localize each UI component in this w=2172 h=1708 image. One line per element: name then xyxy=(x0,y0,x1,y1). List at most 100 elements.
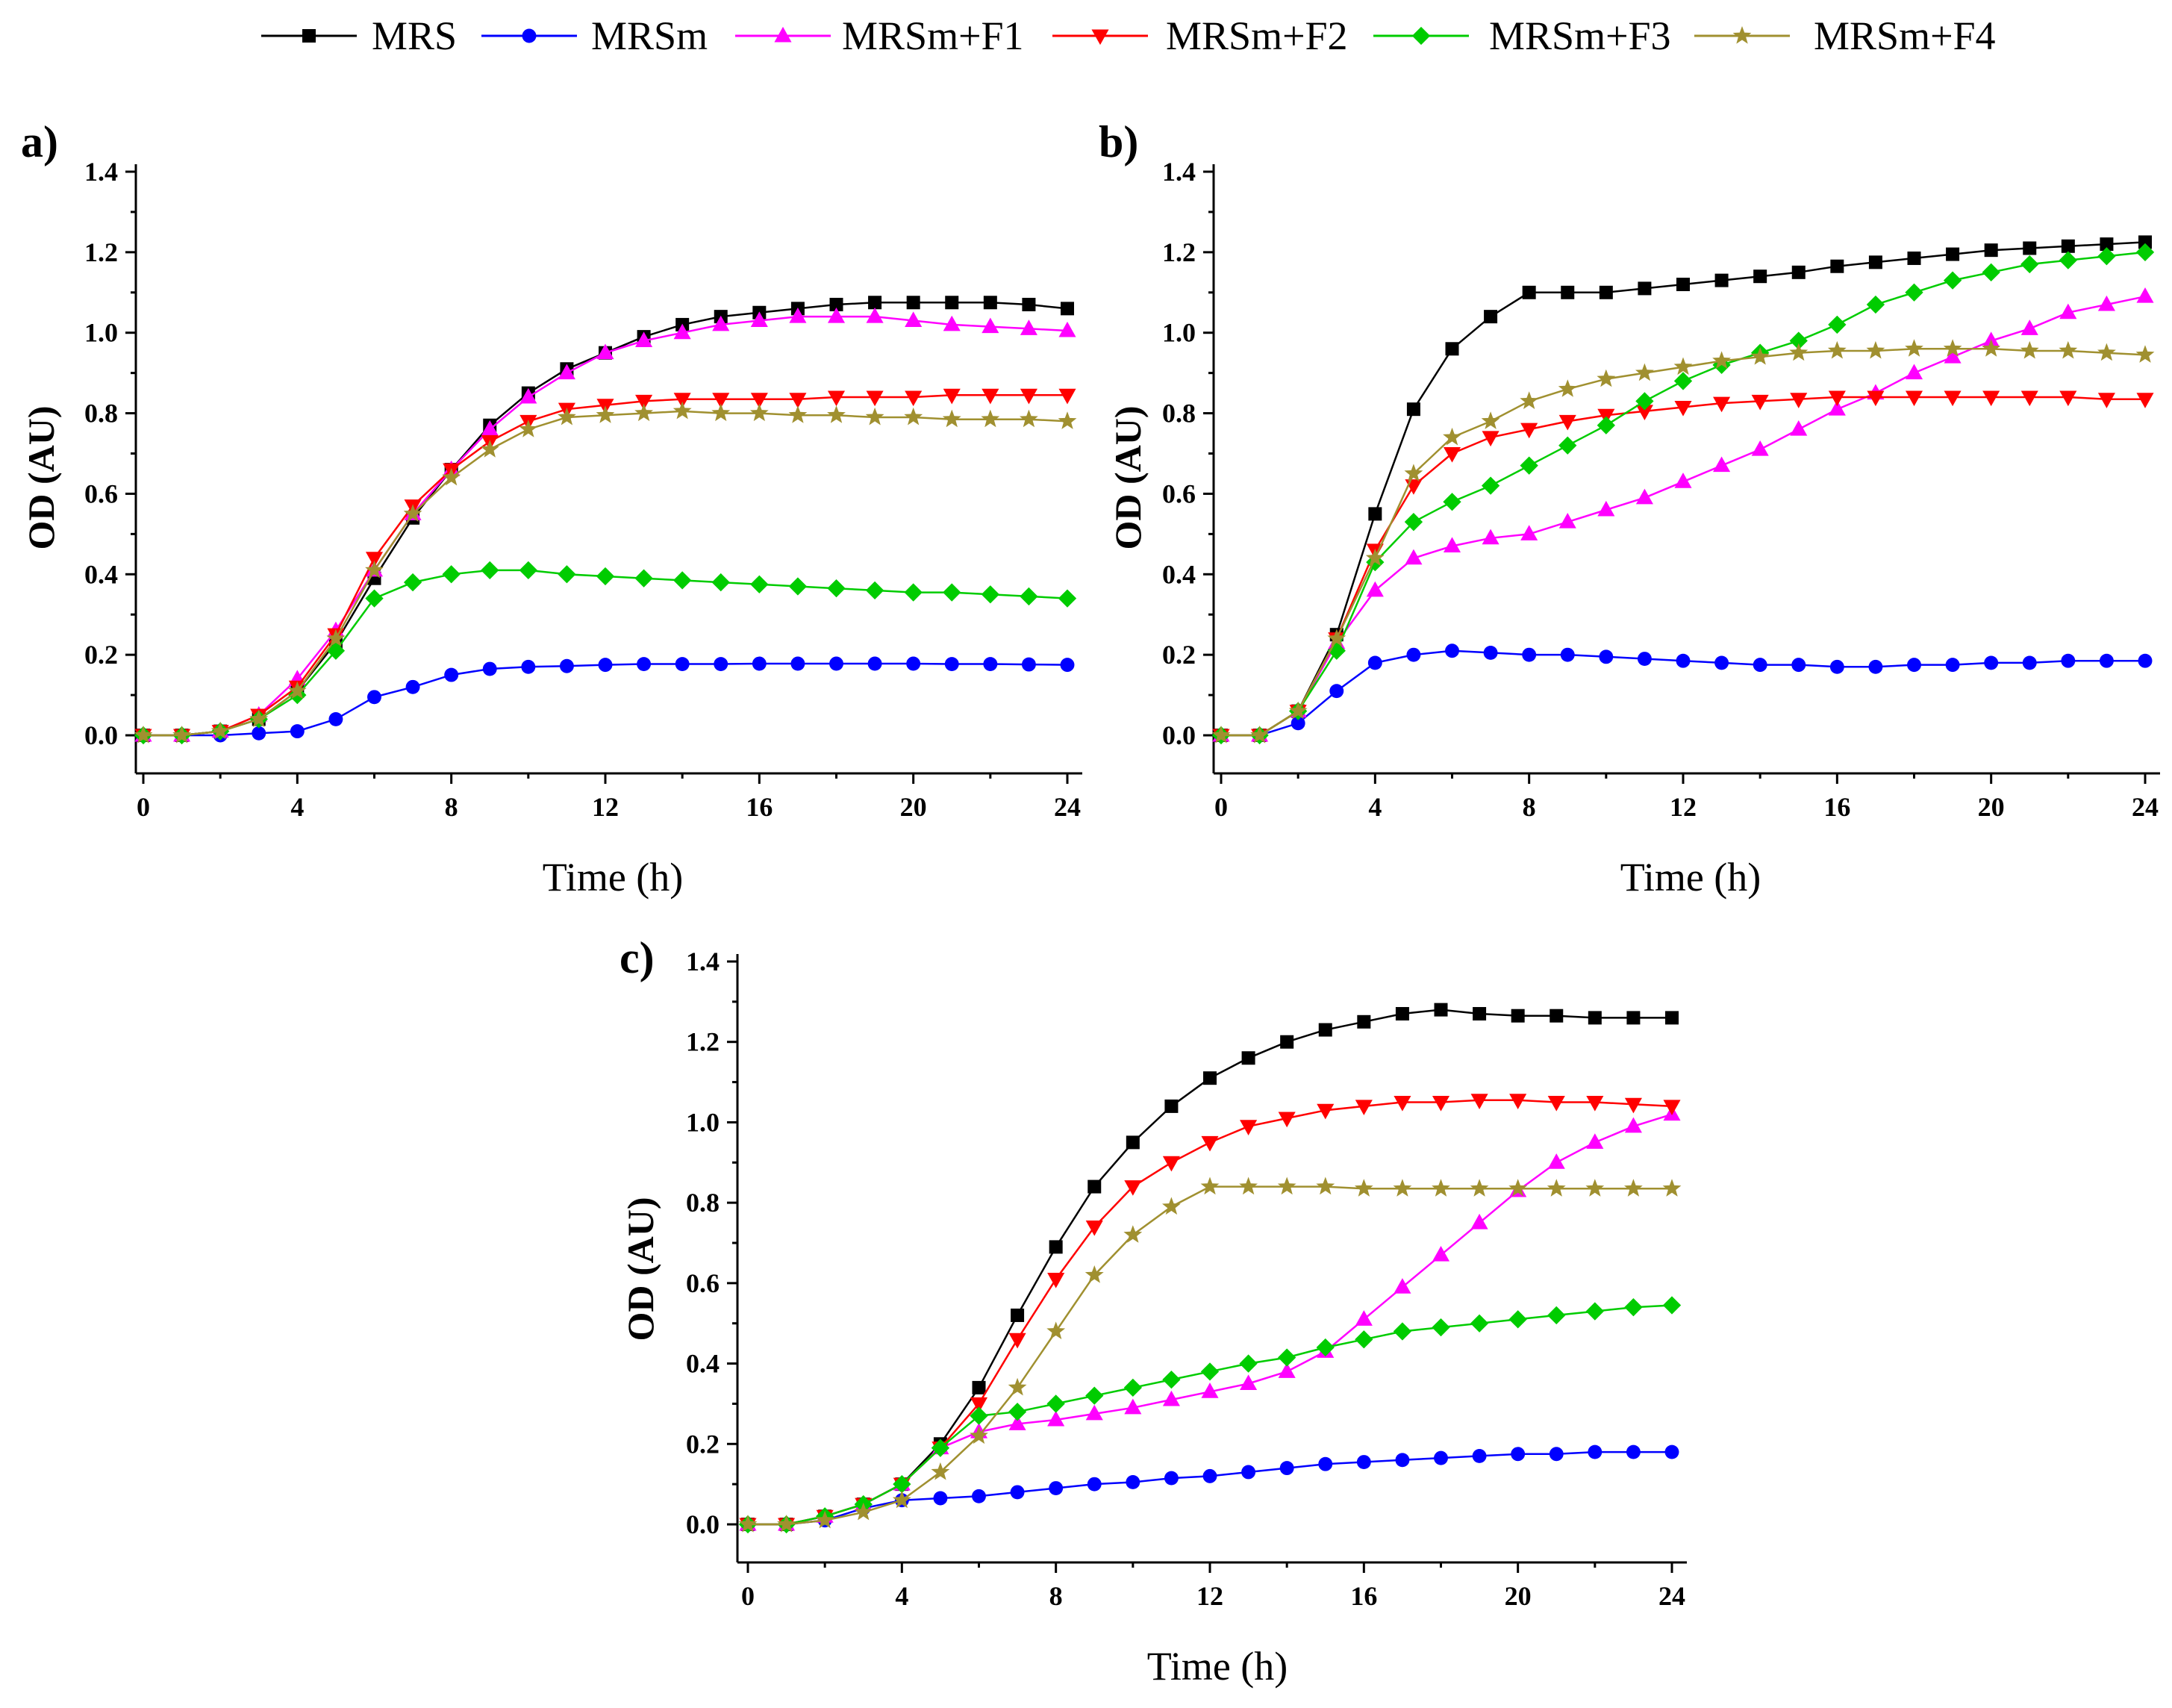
data-point xyxy=(1085,1404,1103,1421)
x-tick-label: 16 xyxy=(1350,1581,1377,1611)
data-point xyxy=(1473,1007,1487,1021)
data-point xyxy=(634,403,653,422)
y-tick-label: 0.2 xyxy=(84,640,118,670)
data-point xyxy=(1558,513,1576,529)
data-point xyxy=(2022,655,2037,670)
data-point xyxy=(945,296,959,310)
legend-item-mrsm-plus-f1: MRSm+F1 xyxy=(735,13,1024,58)
data-point xyxy=(942,409,961,428)
series-mrsm-plus-f3 xyxy=(134,561,1077,745)
data-point xyxy=(943,315,961,331)
data-point xyxy=(1443,493,1461,511)
data-point xyxy=(750,575,769,593)
data-point xyxy=(983,657,998,671)
y-tick-label: 0.8 xyxy=(1162,399,1196,428)
data-point xyxy=(1520,456,1538,475)
data-point xyxy=(1470,1179,1489,1197)
data-point xyxy=(1355,1100,1373,1116)
data-point xyxy=(1509,1094,1527,1109)
data-point xyxy=(1046,1321,1066,1339)
data-point xyxy=(1020,587,1038,606)
data-point xyxy=(1866,295,1885,314)
data-point xyxy=(1674,473,1692,488)
data-point xyxy=(1008,1333,1026,1349)
y-tick-label: 0.0 xyxy=(84,720,118,750)
data-point xyxy=(1984,655,1999,670)
data-point xyxy=(1434,1450,1448,1465)
data-point xyxy=(1087,1477,1102,1492)
data-point xyxy=(1162,1197,1181,1215)
y-tick-label: 0.4 xyxy=(84,559,118,589)
data-point xyxy=(1547,1306,1566,1325)
data-point xyxy=(1550,1009,1564,1023)
data-point xyxy=(519,420,538,437)
data-point xyxy=(444,667,459,682)
data-point xyxy=(1547,1095,1565,1112)
data-point xyxy=(868,296,882,310)
data-point xyxy=(788,405,808,423)
data-point xyxy=(249,709,269,727)
data-point xyxy=(829,297,843,311)
data-point xyxy=(1200,1176,1220,1195)
legend-item-mrsm-plus-f4: MRSm+F4 xyxy=(1694,13,1996,58)
legend-item-mrsm-plus-f2: MRSm+F2 xyxy=(1052,13,1348,58)
data-point xyxy=(1085,1220,1103,1236)
data-point xyxy=(1520,391,1539,409)
data-point xyxy=(1624,1298,1643,1317)
data-point xyxy=(1470,1094,1488,1109)
data-point xyxy=(1597,500,1615,517)
data-point xyxy=(1624,1097,1642,1114)
data-point xyxy=(1789,343,1809,361)
data-point xyxy=(1211,726,1231,744)
data-point xyxy=(1907,658,1921,673)
data-point xyxy=(893,1474,911,1494)
data-point xyxy=(790,656,805,671)
data-point xyxy=(2135,243,2155,262)
data-point xyxy=(1087,1179,1102,1194)
data-point xyxy=(1520,423,1538,439)
data-point xyxy=(789,307,807,323)
data-point xyxy=(1470,1314,1489,1333)
data-point xyxy=(2097,393,2115,408)
data-point xyxy=(1432,1179,1450,1197)
panel-c: c) 0.0 0.2 0.4 0.6 0.8 1.0 1.2 1.4 0 4 8 12 16 20 24 Tim… xyxy=(620,933,1687,1689)
data-point xyxy=(1482,529,1500,545)
x-tick-label: 8 xyxy=(445,792,458,822)
data-point xyxy=(1443,537,1461,553)
series-mrsm-plus-f3 xyxy=(1211,243,2155,745)
legend: MRS MRSm MRSm+F1 MRSm+F2 MRSm+F3 MRSm+F4 xyxy=(261,13,1996,58)
data-point xyxy=(1020,320,1037,335)
data-point xyxy=(1984,243,1998,258)
data-point xyxy=(1905,339,1923,357)
data-point xyxy=(598,658,613,673)
data-point xyxy=(1547,1153,1565,1169)
series-mrs xyxy=(137,296,1074,742)
data-point xyxy=(714,657,728,671)
data-point xyxy=(1124,1398,1142,1415)
data-point xyxy=(1638,281,1652,296)
y-axis-title: OD (AU) xyxy=(1107,405,1149,549)
data-point xyxy=(1164,1099,1179,1113)
data-point xyxy=(1713,396,1731,413)
data-point xyxy=(866,307,884,323)
data-point xyxy=(634,569,653,587)
data-point xyxy=(931,1439,950,1457)
data-point xyxy=(982,317,999,334)
series-mrsm-plus-f2 xyxy=(134,388,1076,745)
series-mrsm-plus-f2 xyxy=(1212,390,2154,745)
data-point xyxy=(827,390,846,407)
y-tick-label: 1.2 xyxy=(84,237,118,267)
x-tick-label: 12 xyxy=(1196,1581,1223,1611)
data-point xyxy=(1790,420,1808,436)
data-point xyxy=(1393,1179,1412,1197)
data-point xyxy=(1047,1272,1065,1288)
data-point xyxy=(1751,440,1769,456)
data-point xyxy=(1522,285,1536,299)
data-point xyxy=(1395,1007,1409,1021)
data-point xyxy=(1599,649,1614,664)
data-point xyxy=(865,581,884,600)
y-tick-label: 0.4 xyxy=(1162,559,1196,589)
data-point xyxy=(1982,390,2000,407)
data-point xyxy=(1240,1374,1258,1391)
data-point xyxy=(904,407,923,426)
